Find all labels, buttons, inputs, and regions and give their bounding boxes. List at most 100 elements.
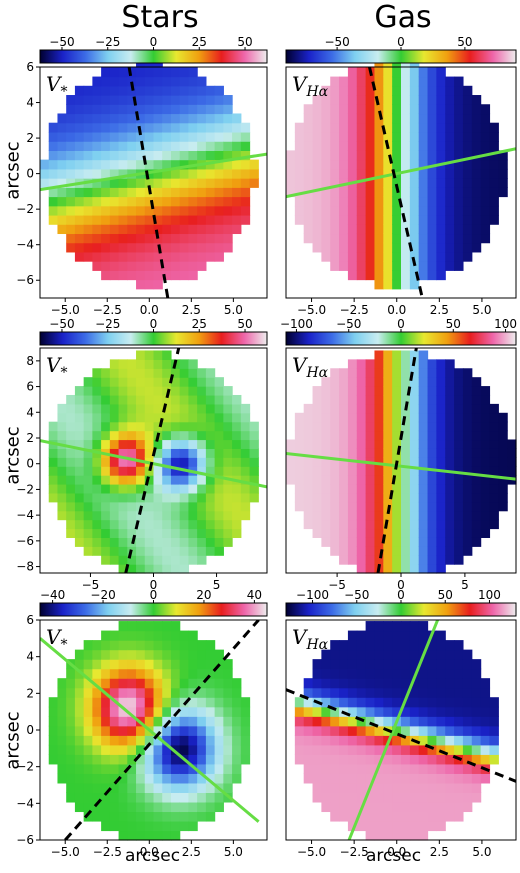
heatmap-pixel <box>162 67 172 78</box>
heatmap-pixel <box>127 697 137 708</box>
heatmap-pixel <box>471 131 482 142</box>
heatmap-pixel <box>321 678 331 689</box>
heatmap-pixel <box>232 421 242 432</box>
heatmap-pixel <box>445 501 455 512</box>
heatmap-pixel <box>162 359 172 369</box>
heatmap-pixel <box>109 205 120 216</box>
heatmap-pixel <box>170 150 181 161</box>
heatmap-pixel <box>223 131 233 142</box>
heatmap-pixel <box>170 113 181 124</box>
heatmap-pixel <box>462 754 473 765</box>
heatmap-pixel <box>118 510 128 521</box>
heatmap-pixel <box>445 430 455 441</box>
heatmap-pixel <box>383 492 393 503</box>
heatmap-pixel <box>401 141 411 151</box>
heatmap-pixel <box>66 141 76 151</box>
heatmap-pixel <box>454 546 464 556</box>
heatmap-pixel <box>197 744 207 755</box>
heatmap-pixel <box>83 439 93 449</box>
heatmap-pixel <box>427 678 437 689</box>
heatmap-pixel <box>339 697 349 708</box>
heatmap-pixel <box>92 475 102 485</box>
heatmap-pixel <box>480 421 491 432</box>
heatmap-pixel <box>471 214 482 225</box>
heatmap-pixel <box>462 546 473 556</box>
heatmap-pixel <box>303 141 314 151</box>
heatmap-pixel <box>286 466 296 476</box>
y-tick-label: 2 <box>26 686 34 700</box>
heatmap-pixel <box>445 457 455 467</box>
heatmap-pixel <box>127 668 137 679</box>
heatmap-pixel <box>312 466 322 476</box>
heatmap-pixel <box>223 421 233 432</box>
heatmap-pixel <box>392 359 402 369</box>
heatmap-pixel <box>365 744 376 755</box>
heatmap-pixel <box>109 475 120 485</box>
heatmap-pixel <box>249 439 259 449</box>
heatmap-pixel <box>312 150 322 161</box>
heatmap-pixel <box>471 697 482 708</box>
heatmap-pixel <box>321 457 331 467</box>
heatmap-pixel <box>136 510 146 521</box>
heatmap-pixel <box>321 448 331 458</box>
heatmap-pixel <box>356 820 367 832</box>
heatmap-pixel <box>339 546 349 556</box>
heatmap-pixel <box>471 466 482 476</box>
heatmap-pixel <box>401 76 411 87</box>
heatmap-pixel <box>489 214 499 225</box>
heatmap-pixel <box>179 668 190 679</box>
heatmap-pixel <box>197 386 207 396</box>
heatmap-pixel <box>197 233 207 244</box>
heatmap-pixel <box>179 368 190 378</box>
heatmap-pixel <box>445 706 455 717</box>
heatmap-pixel <box>471 782 482 793</box>
heatmap-pixel <box>347 519 358 530</box>
heatmap-pixel <box>162 421 172 432</box>
heatmap-pixel <box>339 187 349 198</box>
heatmap-pixel <box>57 205 67 216</box>
heatmap-pixel <box>118 457 128 467</box>
heatmap-pixel <box>170 773 181 784</box>
heatmap-pixel <box>374 242 384 253</box>
heatmap-pixel <box>127 95 137 105</box>
heatmap-pixel <box>383 564 393 574</box>
heatmap-pixel <box>409 430 420 441</box>
heatmap-pixel <box>498 475 508 485</box>
heatmap-pixel <box>401 187 411 198</box>
heatmap-pixel <box>127 519 137 530</box>
heatmap-pixel <box>374 233 384 244</box>
x-tick-label: 0 <box>397 578 405 592</box>
heatmap-pixel <box>83 233 93 244</box>
heatmap-pixel <box>365 187 376 198</box>
heatmap-pixel <box>383 224 393 235</box>
heatmap-pixel <box>83 104 93 115</box>
heatmap-pixel <box>162 439 172 449</box>
heatmap-pixel <box>66 716 76 727</box>
heatmap-pixel <box>383 519 393 530</box>
heatmap-pixel <box>136 270 146 281</box>
heatmap-pixel <box>480 159 491 170</box>
heatmap-pixel <box>436 457 446 467</box>
heatmap-pixel <box>392 782 402 793</box>
heatmap-pixel <box>418 205 429 216</box>
heatmap-pixel <box>454 113 464 124</box>
heatmap-pixel <box>74 706 85 717</box>
heatmap-pixel <box>74 196 85 207</box>
heatmap-pixel <box>74 251 85 262</box>
y-tick-label: −6 <box>16 534 34 548</box>
heatmap-pixel <box>249 430 259 441</box>
heatmap-pixel <box>170 725 181 736</box>
heatmap-pixel <box>153 475 163 485</box>
heatmap-pixel <box>127 394 137 405</box>
heatmap-pixel <box>454 95 464 105</box>
heatmap-pixel <box>312 706 322 717</box>
heatmap-pixel <box>57 735 67 746</box>
heatmap-pixel <box>101 131 111 142</box>
heatmap-pixel <box>109 178 120 188</box>
heatmap-pixel <box>83 430 93 441</box>
heatmap-pixel <box>214 492 224 503</box>
heatmap-pixel <box>409 555 420 565</box>
heatmap-pixel <box>205 214 216 225</box>
heatmap-pixel <box>136 350 146 360</box>
heatmap-pixel <box>109 519 120 530</box>
